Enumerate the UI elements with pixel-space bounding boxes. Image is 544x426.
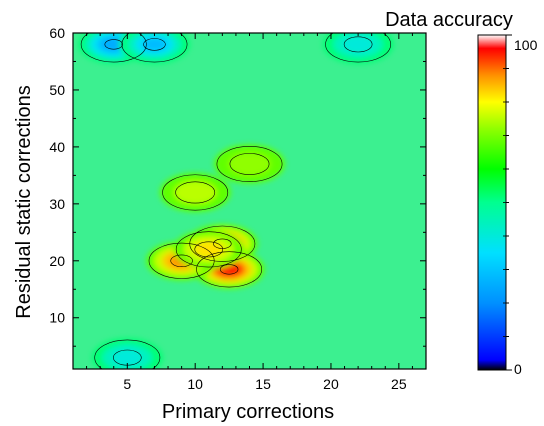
contour-line bbox=[143, 38, 166, 51]
heat-blob bbox=[193, 241, 224, 258]
colorbar bbox=[477, 34, 507, 371]
heat-blob bbox=[343, 36, 374, 53]
contour-line bbox=[104, 39, 123, 50]
y-tick-label: 60 bbox=[49, 25, 65, 41]
x-tick-label: 25 bbox=[391, 376, 407, 392]
y-tick-label: 50 bbox=[49, 82, 65, 98]
y-axis-ticks: 10 20 30 40 50 60 bbox=[49, 25, 426, 347]
x-tick-label: 10 bbox=[187, 376, 203, 392]
contour-line bbox=[94, 339, 161, 369]
contour-line bbox=[175, 181, 216, 204]
x-tick-label: 15 bbox=[255, 376, 271, 392]
heatmap-field bbox=[73, 33, 426, 369]
heatmap-contours bbox=[80, 33, 392, 369]
contour-line bbox=[229, 153, 270, 175]
colorbar-ticks bbox=[503, 34, 512, 371]
heat-blob bbox=[104, 39, 124, 50]
heat-blob bbox=[142, 37, 167, 51]
contour-line bbox=[121, 33, 188, 63]
contour-line bbox=[148, 242, 215, 279]
y-tick-label: 30 bbox=[49, 196, 65, 212]
y-tick-label: 40 bbox=[49, 139, 65, 155]
colorbar-max-label: 100 bbox=[514, 37, 538, 53]
x-axis-ticks: 5 10 15 20 25 bbox=[86, 33, 413, 392]
y-tick-label: 20 bbox=[49, 253, 65, 269]
x-tick-label: 20 bbox=[323, 376, 339, 392]
contour-line bbox=[80, 33, 147, 63]
colorbar-title: Data accuracy bbox=[385, 9, 513, 31]
contour-line bbox=[216, 145, 283, 182]
contour-line bbox=[343, 36, 373, 53]
heat-blob bbox=[173, 180, 217, 205]
x-axis-label: Primary corrections bbox=[162, 401, 334, 423]
contour-line bbox=[175, 231, 242, 268]
contour-line bbox=[219, 264, 239, 275]
contour-line bbox=[196, 251, 263, 288]
heatmap-background bbox=[73, 33, 426, 369]
contour-line bbox=[170, 254, 193, 267]
contour-line bbox=[325, 33, 392, 63]
contour-line bbox=[162, 174, 229, 211]
heat-blob bbox=[228, 152, 271, 176]
x-tick-label: 5 bbox=[123, 376, 131, 392]
colorbar-min-label: 0 bbox=[514, 361, 522, 377]
heat-blob bbox=[112, 349, 143, 366]
heatmap-blobs bbox=[78, 33, 394, 369]
y-tick-label: 10 bbox=[49, 310, 65, 326]
y-axis-label: Residual static corrections bbox=[13, 85, 35, 318]
contour-line bbox=[194, 241, 224, 258]
contour-line bbox=[213, 238, 232, 249]
